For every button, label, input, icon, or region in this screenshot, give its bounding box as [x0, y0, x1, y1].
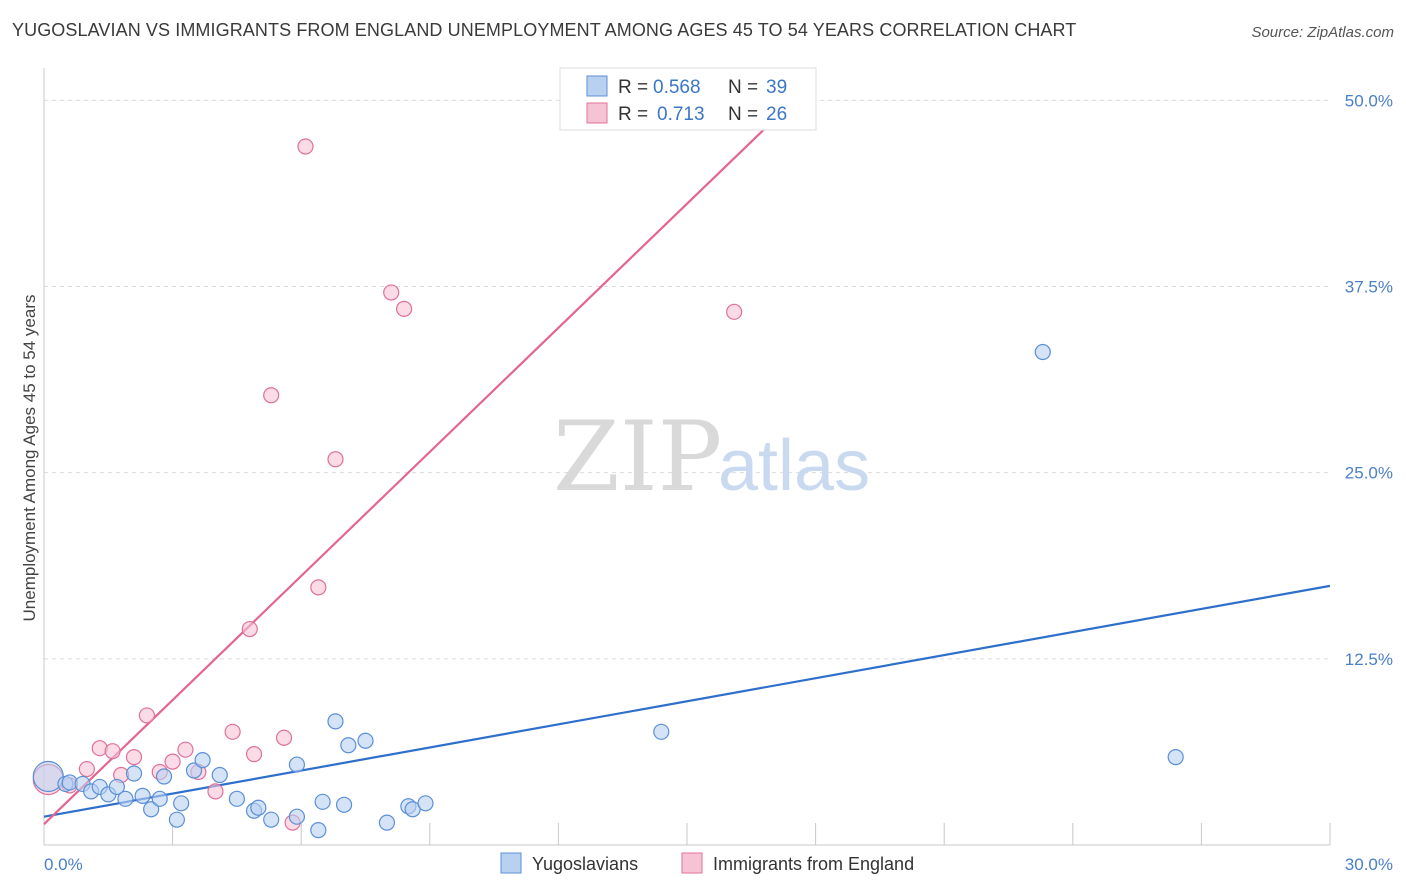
point-s1-15	[245, 746, 263, 763]
point-s0-18	[211, 766, 228, 784]
series-legend-swatch-england	[681, 852, 703, 874]
point-s1-4	[104, 743, 121, 760]
legend-r-value-1: 0.568	[653, 77, 701, 98]
point-s1-16	[263, 387, 280, 404]
point-s0-37	[1167, 749, 1184, 766]
legend-swatch-england	[586, 102, 608, 124]
y-tick-label-1: 25.0%	[1345, 464, 1393, 483]
legend-r-label-1: R =	[618, 77, 648, 98]
point-s0-28	[335, 796, 353, 813]
point-s0-11	[143, 801, 160, 818]
watermark-zip: ZIP	[553, 401, 722, 513]
source-credit: Source: ZipAtlas.com	[1251, 24, 1394, 41]
data-points	[32, 138, 1184, 839]
point-s1-19	[297, 138, 314, 155]
point-s1-2	[78, 760, 95, 778]
point-s0-21	[250, 799, 267, 816]
point-s0-30	[357, 732, 374, 749]
point-s0-25	[310, 822, 327, 839]
legend-swatch-yugoslavians	[586, 75, 608, 97]
trend-line-0	[43, 584, 1331, 818]
point-s0-24	[288, 808, 306, 825]
point-s0-16	[185, 762, 203, 779]
point-s1-10	[177, 741, 194, 758]
legend-n-label-1: N =	[728, 77, 758, 98]
point-s0-8	[117, 790, 134, 807]
point-s1-21	[327, 451, 344, 468]
correlation-legend: R = 0.568 N = 39 R = 0.713 N = 26	[559, 67, 817, 131]
legend-n-label-2: N =	[728, 104, 758, 125]
point-s1-20	[310, 579, 327, 596]
point-s1-7	[138, 707, 155, 724]
point-s0-15	[173, 795, 190, 812]
point-s0-31	[378, 814, 396, 831]
legend-r-label-2: R =	[618, 104, 648, 125]
point-s1-17	[275, 729, 293, 746]
tick-labels: 12.5% 25.0% 37.5% 50.0% 0.0% 30.0%	[44, 91, 1393, 874]
point-s1-22	[383, 284, 400, 301]
grid-lines	[44, 99, 1330, 660]
point-s0-14	[168, 811, 185, 828]
y-tick-label-0: 12.5%	[1345, 650, 1393, 669]
trend-lines	[43, 99, 1331, 825]
point-s1-14	[241, 620, 258, 638]
point-s0-29	[340, 737, 357, 754]
watermark: ZIP atlas	[553, 401, 870, 513]
point-s0-22	[263, 811, 280, 828]
trend-line-1	[43, 99, 795, 825]
point-s0-27	[327, 713, 344, 730]
point-s0-23	[288, 756, 306, 773]
point-s1-23	[395, 300, 413, 317]
point-s0-26	[314, 793, 331, 810]
legend-n-value-2: 26	[766, 104, 787, 125]
legend-n-value-1: 39	[766, 77, 787, 98]
point-s0-34	[417, 795, 434, 812]
chart-title: YUGOSLAVIAN VS IMMIGRANTS FROM ENGLAND U…	[12, 20, 1077, 40]
series-legend-england: Immigrants from England	[713, 854, 914, 874]
point-s0-13	[155, 768, 173, 785]
axes	[43, 68, 1331, 846]
point-s0-35	[653, 723, 670, 740]
point-s0-36	[1034, 343, 1051, 361]
point-s1-6	[125, 749, 143, 766]
y-tick-label-3: 50.0%	[1345, 91, 1393, 110]
point-s0-7	[108, 778, 125, 796]
point-s0-12	[151, 790, 168, 807]
point-s1-12	[207, 783, 224, 800]
point-s1-24	[726, 303, 743, 320]
y-tick-label-2: 37.5%	[1345, 278, 1393, 297]
point-s0-19	[228, 790, 245, 807]
point-s1-13	[224, 723, 241, 740]
series-legend-swatch-yugoslavians	[500, 852, 522, 874]
y-axis-label: Unemployment Among Ages 45 to 54 years	[20, 295, 39, 622]
watermark-atlas: atlas	[718, 426, 870, 506]
x-tick-label-0: 0.0%	[44, 855, 83, 874]
point-s1-9	[164, 753, 181, 770]
point-s0-10	[134, 787, 151, 804]
series-legend-yugoslavians: Yugoslavians	[532, 854, 638, 874]
series-legend: Yugoslavians Immigrants from England	[500, 852, 914, 874]
x-tick-label-1: 30.0%	[1345, 855, 1393, 874]
legend-r-value-2: 0.713	[657, 104, 705, 125]
point-s0-17	[194, 752, 211, 769]
point-s0-9	[125, 765, 143, 782]
